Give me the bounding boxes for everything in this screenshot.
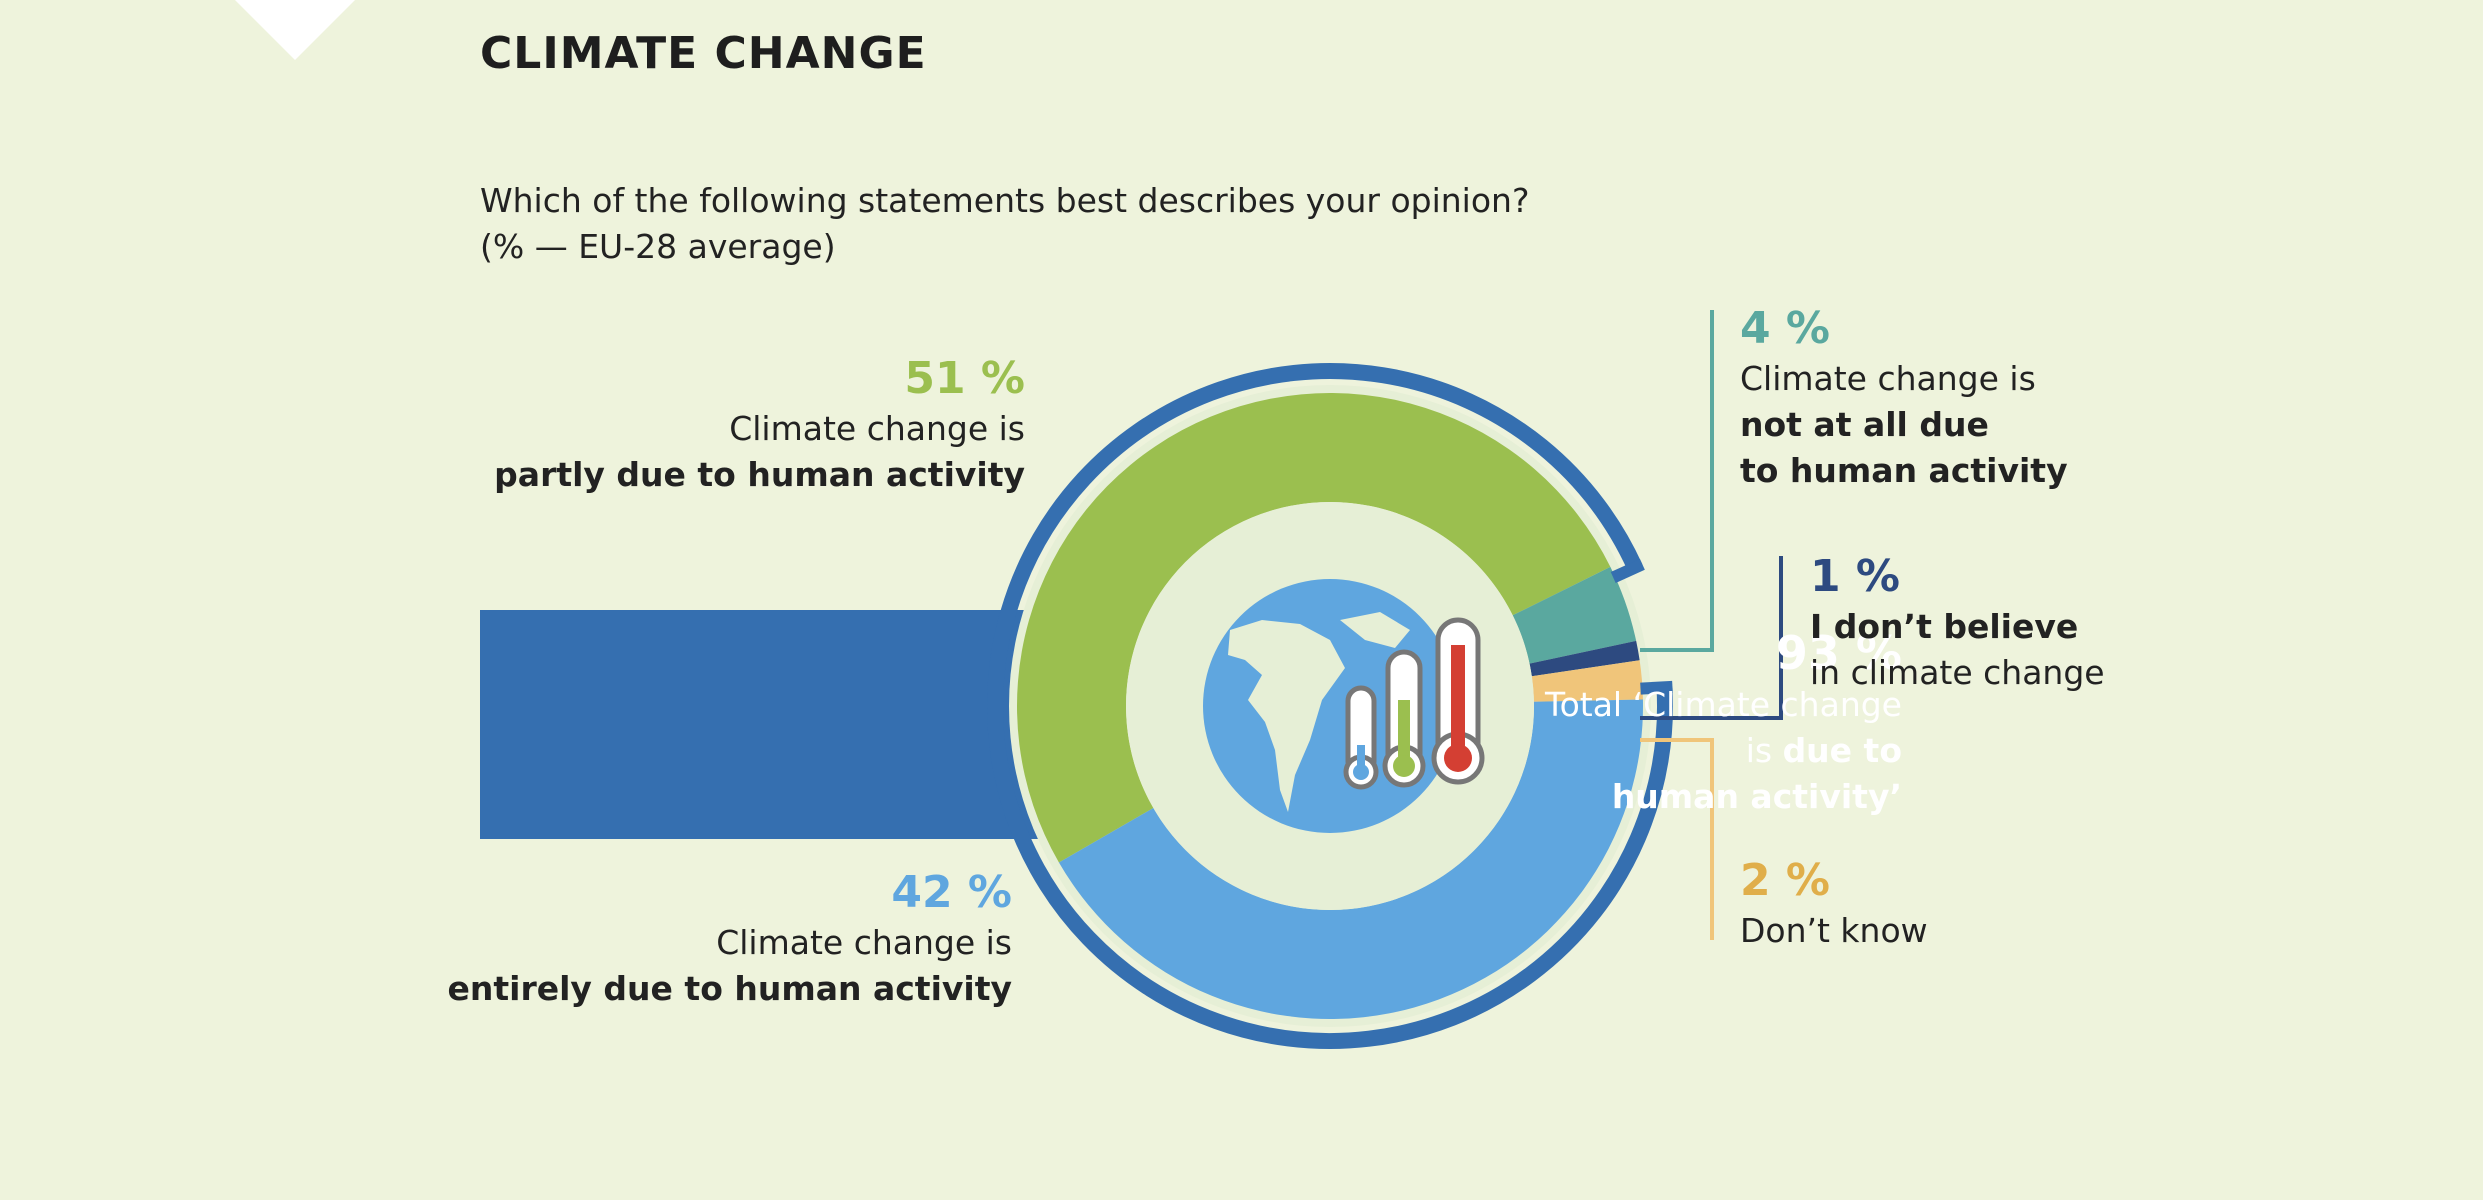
total-box <box>480 610 1040 839</box>
donut-slice-3 <box>1531 660 1643 702</box>
label-partly: 51 % Climate change is partly due to hum… <box>494 352 1025 498</box>
corner-notch <box>235 0 355 60</box>
thermometer-medium-icon <box>1382 649 1426 788</box>
label-total-pct: 93 % <box>1775 626 1902 680</box>
label-entirely: 42 % Climate change is entirely due to h… <box>448 866 1013 1012</box>
label-dont-believe: 1 % I don’t believe in climate change <box>1810 550 2105 696</box>
donut-slice-2 <box>1529 640 1640 677</box>
label-total-line3: human activity’ <box>1611 777 1902 816</box>
label-total-line2a: is <box>1745 731 1783 770</box>
label-total-line2b: due to <box>1782 731 1902 770</box>
thermometer-small-icon <box>1343 685 1379 790</box>
label-not-at-all-line1: Climate change is <box>1740 359 2036 398</box>
label-dont-know: 2 % Don’t know <box>1740 854 1928 954</box>
continent-shape <box>1228 620 1345 812</box>
label-entirely-line2: entirely due to human activity <box>447 969 1013 1008</box>
donut-slice-4 <box>1058 699 1643 1019</box>
donut-slice-0 <box>1017 393 1611 863</box>
thermometer-large-icon <box>1431 617 1485 785</box>
page-title: CLIMATE CHANGE <box>480 28 927 79</box>
label-total-line1: Total ‘Climate change <box>1545 685 1902 724</box>
question-text: Which of the following statements best d… <box>480 178 1529 270</box>
accent-line-dont-know <box>1710 738 1714 940</box>
continent-shape-2 <box>1340 612 1410 648</box>
question-line-1: Which of the following statements best d… <box>480 181 1530 220</box>
label-not-at-all-line2: not at all due <box>1740 405 1989 444</box>
label-not-at-all-pct: 4 % <box>1740 303 1831 354</box>
donut-slice-1 <box>1512 566 1637 664</box>
label-entirely-pct: 42 % <box>891 867 1012 918</box>
ring-cap-top <box>1610 558 1645 583</box>
label-dont-know-line1: Don’t know <box>1740 911 1928 950</box>
label-partly-pct: 51 % <box>904 353 1025 404</box>
label-dont-believe-pct: 1 % <box>1810 551 1901 602</box>
accent-line-not-at-all <box>1710 310 1714 652</box>
group-total-ring <box>987 363 1673 1049</box>
label-total: 93 % Total ‘Climate change is due to hum… <box>1545 624 1902 820</box>
label-not-at-all: 4 % Climate change is not at all due to … <box>1740 302 2068 494</box>
accent-line-dont-believe <box>1779 556 1783 720</box>
label-entirely-line1: Climate change is <box>716 923 1012 962</box>
label-dont-know-pct: 2 % <box>1740 855 1831 906</box>
label-partly-line2: partly due to human activity <box>494 455 1025 494</box>
label-partly-line1: Climate change is <box>729 409 1025 448</box>
label-dont-believe-line1: I don’t believe <box>1810 607 2079 646</box>
question-line-2: (% — EU-28 average) <box>480 227 836 266</box>
label-not-at-all-line3: to human activity <box>1740 451 2068 490</box>
label-dont-believe-line2: in climate change <box>1810 653 2105 692</box>
globe-thermometers-icon <box>1203 579 1485 833</box>
ring-cap-bottom <box>1640 680 1673 695</box>
